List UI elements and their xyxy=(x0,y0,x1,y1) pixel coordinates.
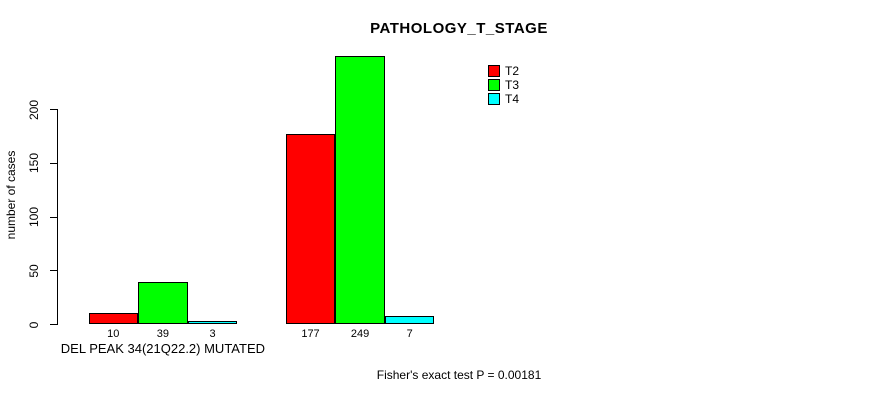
bar-value-label: 249 xyxy=(350,328,370,340)
bar-value-label: 39 xyxy=(156,328,170,340)
bar-t3-group2 xyxy=(335,56,385,324)
y-tick xyxy=(50,216,57,218)
footnote: Fisher's exact test P = 0.00181 xyxy=(376,368,542,382)
legend-swatch-t2 xyxy=(488,65,500,77)
chart-title: PATHOLOGY_T_STAGE xyxy=(370,20,548,37)
bar-value-label: 7 xyxy=(406,328,413,340)
bar-t2-group1 xyxy=(88,313,139,324)
bar-t4-group2 xyxy=(384,316,435,324)
bar-t4-group1 xyxy=(187,320,238,324)
y-tick xyxy=(50,324,57,325)
legend-row: T3 xyxy=(488,78,520,92)
bar-t3-group1 xyxy=(138,282,188,324)
bar-t2-group2 xyxy=(285,133,336,324)
bar-value-label: 3 xyxy=(209,328,216,340)
y-tick-label: 100 xyxy=(27,206,41,228)
bar-value-label: 177 xyxy=(301,328,320,340)
y-tick-label: 50 xyxy=(27,264,41,278)
y-axis-line xyxy=(57,109,58,325)
legend-swatch-t3 xyxy=(488,79,500,91)
legend-label: T3 xyxy=(505,78,520,92)
legend-label: T4 xyxy=(505,92,520,106)
legend-swatch-t4 xyxy=(488,93,500,105)
legend-row: T4 xyxy=(488,92,520,106)
x-group-label: DEL PEAK 34(21Q22.2) MUTATED xyxy=(60,341,265,356)
legend: T2 T3 T4 xyxy=(488,64,520,107)
legend-row: T2 xyxy=(488,64,520,78)
y-tick xyxy=(50,270,57,272)
y-tick xyxy=(50,109,57,110)
y-tick xyxy=(50,162,57,164)
bar-value-label: 10 xyxy=(107,328,120,340)
y-tick-label: 0 xyxy=(27,321,41,328)
y-tick-label: 200 xyxy=(27,99,41,120)
y-tick-label: 150 xyxy=(27,153,41,174)
legend-label: T2 xyxy=(505,64,520,78)
